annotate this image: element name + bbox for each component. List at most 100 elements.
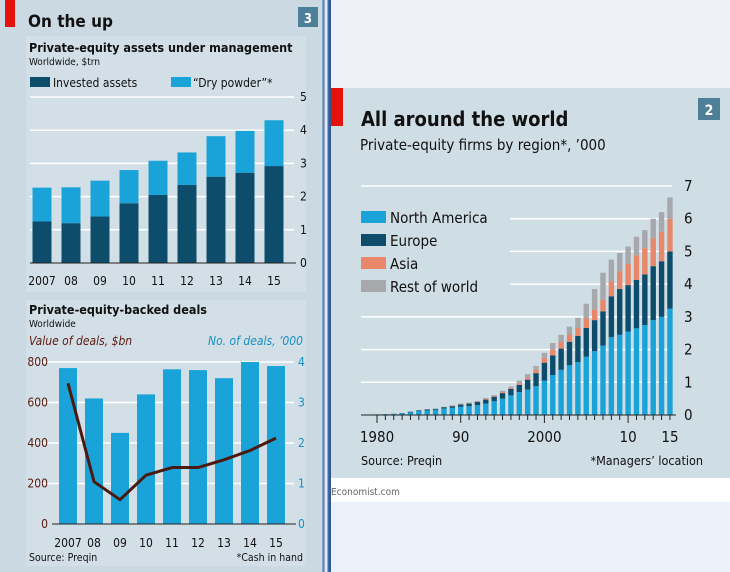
x-tick-label: 2000 <box>527 428 561 446</box>
bar-northamerica <box>667 308 673 415</box>
x-tick-label: 10 <box>139 536 153 550</box>
bar-northamerica <box>474 405 481 415</box>
right-panel-title: All around the world <box>361 107 568 131</box>
y-tick-label: 5 <box>300 90 307 104</box>
credit-strip <box>331 478 730 502</box>
bar-asia <box>491 396 497 397</box>
bar-europe <box>483 399 489 404</box>
bar-europe <box>558 348 564 370</box>
bar-drypowder <box>119 170 139 204</box>
bar-drypowder <box>32 187 52 222</box>
bar-europe <box>533 373 539 387</box>
bar-europe <box>583 327 589 357</box>
bar-asia <box>658 231 665 262</box>
deals-count-bar <box>189 370 207 524</box>
bar-investedassets <box>206 176 226 263</box>
bar-northamerica <box>591 351 598 415</box>
y-tick-label: 4 <box>300 123 307 137</box>
bar-northamerica <box>407 412 414 415</box>
y-tick-label: 2 <box>684 341 693 359</box>
bar-asia <box>591 309 598 321</box>
bar-asia <box>499 392 506 394</box>
bar-asia <box>516 383 522 385</box>
bar-restofworld <box>466 402 472 404</box>
assets-chart-title: Private-equity assets under management <box>29 40 293 55</box>
y-tick-label: 5 <box>684 242 693 260</box>
right-y-tick-label: 3 <box>298 396 305 410</box>
y-tick-label: 1 <box>300 223 307 237</box>
x-tick-label: 08 <box>87 536 101 550</box>
y-tick-label: 4 <box>684 275 693 293</box>
y-tick-label: 3 <box>300 156 307 170</box>
left-axis-label: Value of deals, $bn <box>29 334 132 348</box>
x-tick-label: 12 <box>191 536 205 550</box>
bar-europe <box>650 266 656 321</box>
bar-restofworld <box>583 303 589 319</box>
bar-europe <box>499 393 506 399</box>
bar-investedassets <box>119 203 139 263</box>
bar-drypowder <box>177 152 197 185</box>
bar-europe <box>633 279 640 329</box>
bar-europe <box>667 251 673 309</box>
deals-count-bar <box>137 394 155 524</box>
deals-count-bar <box>241 362 259 524</box>
bar-restofworld <box>516 380 522 384</box>
bar-drypowder <box>264 120 284 167</box>
bar-investedassets <box>235 172 255 263</box>
bar-europe <box>441 407 447 409</box>
legend-label-dry-powder: “Dry powder”* <box>193 76 273 90</box>
region-footnote: *Managers’ location <box>590 453 703 468</box>
bar-drypowder <box>148 160 168 195</box>
bar-europe <box>642 274 648 326</box>
accent-bar-right <box>331 88 343 126</box>
bar-drypowder <box>235 130 255 173</box>
bar-restofworld <box>524 374 531 378</box>
x-tick-label: 1980 <box>360 428 394 446</box>
bar-restofworld <box>617 253 623 272</box>
bar-asia <box>524 377 531 380</box>
region-source: Source: Preqin <box>361 453 442 468</box>
bar-northamerica <box>550 375 556 415</box>
legend-swatch <box>361 234 386 246</box>
bar-asia <box>625 263 631 286</box>
bar-restofworld <box>650 218 656 239</box>
x-tick-label: 09 <box>93 274 107 288</box>
bar-restofworld <box>608 259 615 282</box>
bar-northamerica <box>391 413 397 415</box>
x-tick-label: 14 <box>243 536 257 550</box>
bar-asia <box>617 271 623 290</box>
chart-number: 3 <box>304 12 312 27</box>
deals-source: Source: Preqin <box>29 552 97 564</box>
bar-europe <box>407 411 414 413</box>
assets-chart-subtitle: Worldwide, $trn <box>29 57 100 68</box>
bar-europe <box>658 261 665 317</box>
chart-number-box-right <box>698 98 720 120</box>
bar-europe <box>491 396 497 402</box>
bar-northamerica <box>491 401 497 415</box>
bar-northamerica <box>424 410 430 415</box>
bar-restofworld <box>458 403 464 405</box>
bar-northamerica <box>658 316 665 415</box>
bar-northamerica <box>600 345 606 415</box>
x-tick-label: 12 <box>180 274 194 288</box>
x-tick-label: 15 <box>269 536 283 550</box>
x-tick-label: 14 <box>238 274 252 288</box>
deals-count-bar <box>111 432 129 524</box>
bar-investedassets <box>148 194 168 263</box>
left-y-tick-label: 200 <box>27 477 48 491</box>
bar-northamerica <box>524 389 531 415</box>
bar-asia <box>633 255 640 280</box>
bar-northamerica <box>583 356 589 415</box>
bar-restofworld <box>491 395 497 397</box>
bar-europe <box>416 410 422 412</box>
bar-europe <box>524 379 531 390</box>
right-y-tick-label: 0 <box>298 517 305 531</box>
bar-asia <box>566 334 573 342</box>
bar-northamerica <box>466 406 472 415</box>
bar-northamerica <box>633 328 640 415</box>
bar-northamerica <box>399 413 405 415</box>
bar-northamerica <box>499 398 506 415</box>
legend-swatch-dry-powder <box>171 77 191 87</box>
bar-europe <box>508 388 514 396</box>
